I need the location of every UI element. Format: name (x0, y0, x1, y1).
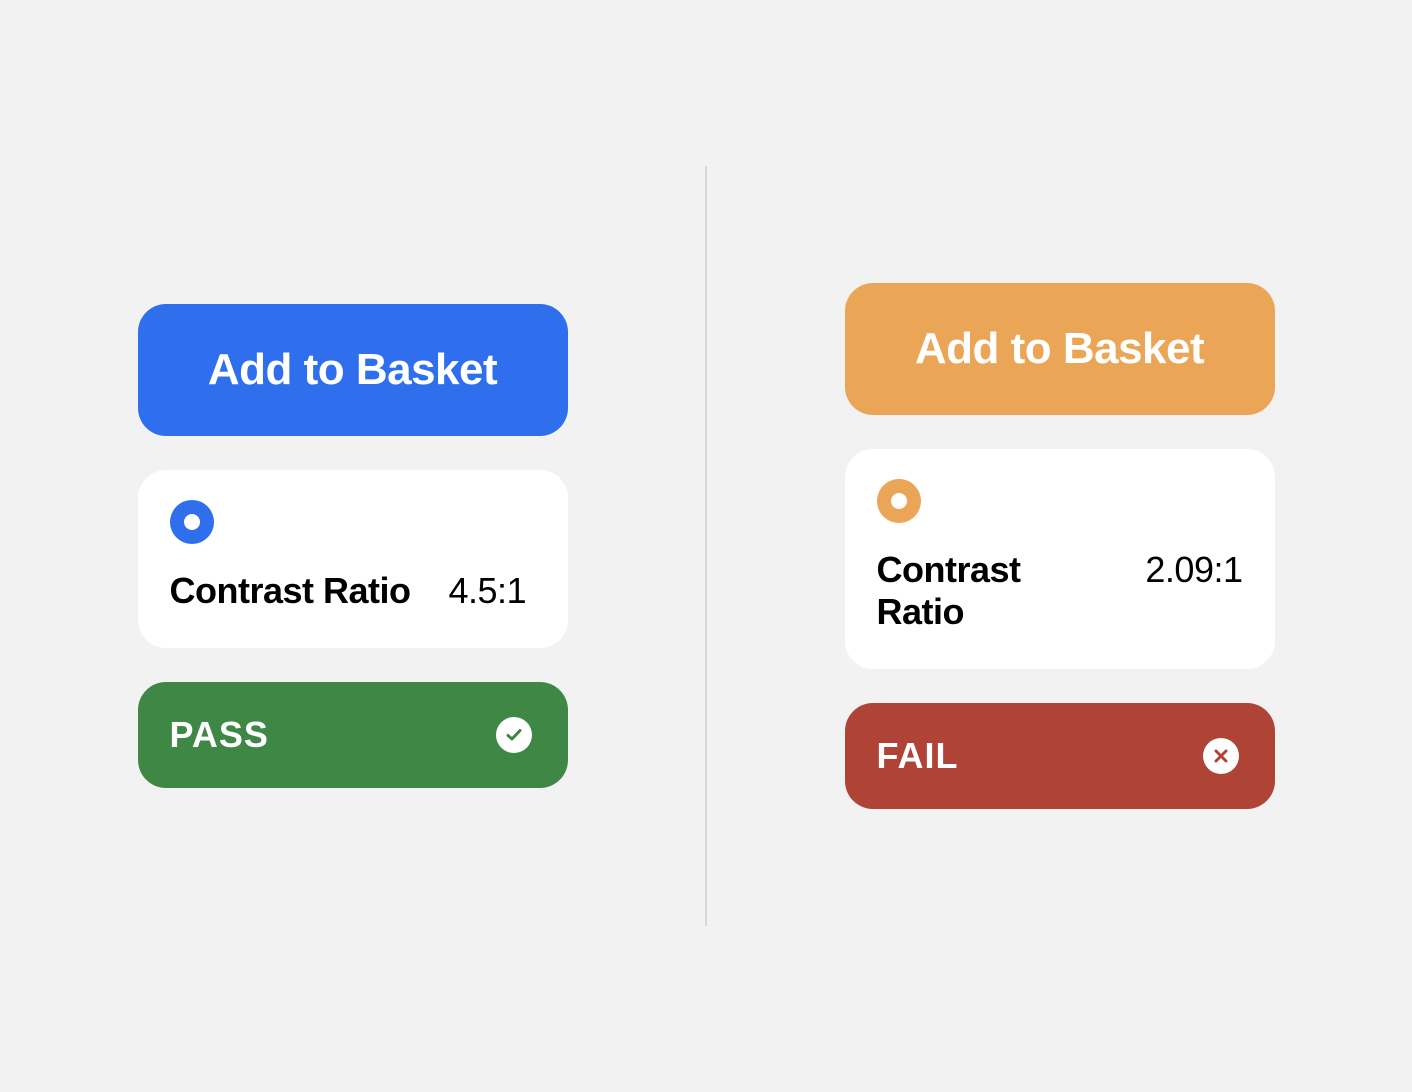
comparison-container: Add to Basket Contrast Ratio 4.5:1 PASS … (0, 0, 1412, 1092)
right-panel: Add to Basket Contrast Ratio 2.09:1 FAIL (707, 283, 1412, 809)
left-panel: Add to Basket Contrast Ratio 4.5:1 PASS (0, 304, 705, 788)
result-badge-pass: PASS (138, 682, 568, 788)
contrast-ratio-label: Contrast Ratio (877, 549, 1108, 633)
contrast-ratio-value: 2.09:1 (1145, 549, 1242, 591)
ratio-row-right: Contrast Ratio 2.09:1 (877, 549, 1243, 633)
color-swatch-right (877, 479, 921, 523)
add-to-basket-button-right[interactable]: Add to Basket (845, 283, 1275, 415)
contrast-info-card-left: Contrast Ratio 4.5:1 (138, 470, 568, 648)
ratio-row-left: Contrast Ratio 4.5:1 (170, 570, 536, 612)
result-text: PASS (170, 714, 269, 756)
button-label: Add to Basket (915, 324, 1204, 374)
contrast-ratio-value: 4.5:1 (449, 570, 527, 612)
cross-icon (1203, 738, 1239, 774)
contrast-ratio-label: Contrast Ratio (170, 570, 411, 612)
check-icon (496, 717, 532, 753)
add-to-basket-button-left[interactable]: Add to Basket (138, 304, 568, 436)
result-badge-fail: FAIL (845, 703, 1275, 809)
result-text: FAIL (877, 735, 959, 777)
color-swatch-left (170, 500, 214, 544)
button-label: Add to Basket (208, 345, 497, 395)
contrast-info-card-right: Contrast Ratio 2.09:1 (845, 449, 1275, 669)
